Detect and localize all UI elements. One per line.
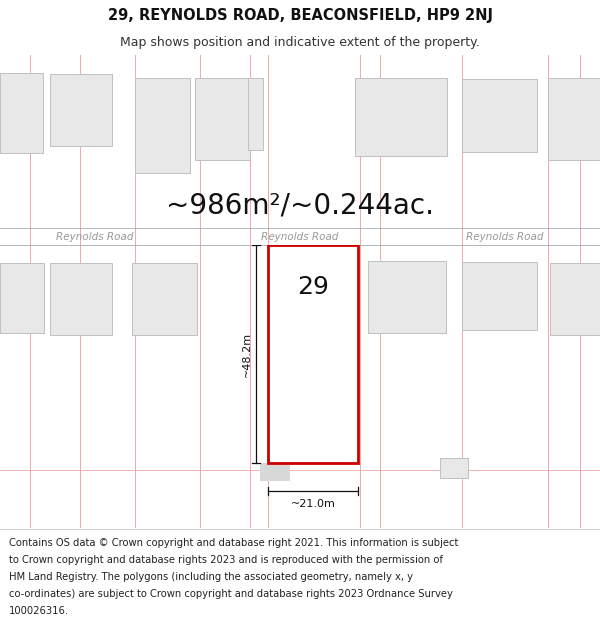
Bar [195,78,250,160]
Text: HM Land Registry. The polygons (including the associated geometry, namely x, y: HM Land Registry. The polygons (includin… [9,572,413,582]
Text: Reynolds Road: Reynolds Road [261,231,339,241]
Bar [50,74,112,146]
Text: Map shows position and indicative extent of the property.: Map shows position and indicative extent… [120,36,480,49]
Bar [248,78,263,150]
Text: 29, REYNOLDS ROAD, BEACONSFIELD, HP9 2NJ: 29, REYNOLDS ROAD, BEACONSFIELD, HP9 2NJ [107,8,493,23]
Bar [462,79,537,152]
Text: Reynolds Road: Reynolds Road [466,231,544,241]
Text: 29: 29 [297,275,329,299]
Text: 100026316.: 100026316. [9,606,69,616]
Bar [550,263,600,335]
Text: ~48.2m: ~48.2m [242,331,252,376]
Bar [548,78,600,160]
Bar [268,245,358,463]
Bar [440,458,468,478]
Text: Reynolds Road: Reynolds Road [56,231,134,241]
Text: ~986m²/~0.244ac.: ~986m²/~0.244ac. [166,192,434,220]
Bar [0,73,43,153]
Text: ~21.0m: ~21.0m [290,499,335,509]
Bar [50,263,112,335]
Bar [132,263,197,335]
Bar [355,78,447,156]
Bar [272,250,354,315]
Text: co-ordinates) are subject to Crown copyright and database rights 2023 Ordnance S: co-ordinates) are subject to Crown copyr… [9,589,453,599]
Text: to Crown copyright and database rights 2023 and is reproduced with the permissio: to Crown copyright and database rights 2… [9,554,443,564]
Bar [135,78,190,173]
Text: Contains OS data © Crown copyright and database right 2021. This information is : Contains OS data © Crown copyright and d… [9,538,458,548]
Bar [462,262,537,330]
Bar [0,263,44,333]
Bar [368,261,446,333]
Bar [260,463,290,481]
